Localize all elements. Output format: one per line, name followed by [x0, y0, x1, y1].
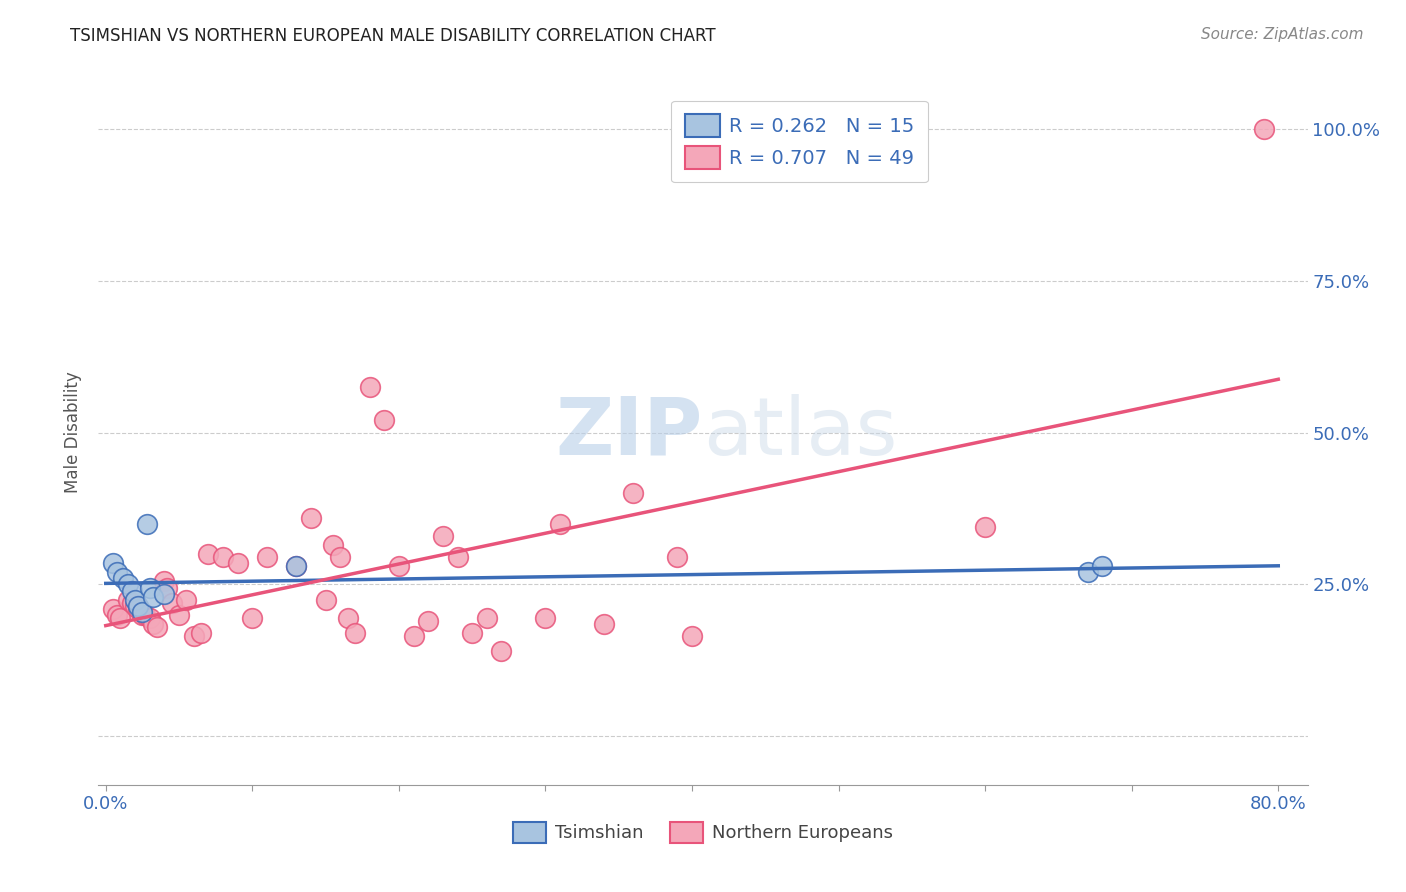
Point	[107, 607, 129, 622]
Point	[256, 550, 278, 565]
Point	[402, 629, 425, 643]
Y-axis label: Male Disability: Male Disability	[65, 372, 83, 493]
Point	[329, 550, 352, 565]
Point	[146, 620, 169, 634]
Point	[153, 586, 176, 600]
Point	[107, 566, 129, 580]
Point	[121, 596, 143, 610]
Point	[475, 611, 498, 625]
Point	[197, 547, 219, 561]
Point	[160, 596, 183, 610]
Point	[240, 611, 263, 625]
Point	[121, 583, 143, 598]
Text: ZIP: ZIP	[555, 393, 703, 472]
Point	[127, 599, 149, 613]
Point	[212, 550, 235, 565]
Point	[226, 556, 249, 570]
Point	[131, 607, 153, 622]
Point	[176, 592, 198, 607]
Point	[167, 607, 190, 622]
Point	[135, 516, 157, 531]
Point	[681, 629, 703, 643]
Point	[138, 611, 160, 625]
Point	[156, 581, 179, 595]
Point	[142, 617, 165, 632]
Point	[322, 538, 344, 552]
Point	[1253, 121, 1275, 136]
Point	[299, 510, 322, 524]
Point	[183, 629, 205, 643]
Point	[138, 581, 160, 595]
Point	[112, 571, 135, 585]
Point	[666, 550, 689, 565]
Point	[101, 556, 124, 570]
Point	[285, 559, 308, 574]
Point	[1077, 566, 1099, 580]
Point	[373, 413, 395, 427]
Point	[336, 611, 359, 625]
Point	[418, 614, 440, 628]
Point	[388, 559, 411, 574]
Point	[446, 550, 468, 565]
Point	[131, 605, 153, 619]
Point	[124, 599, 146, 613]
Text: Source: ZipAtlas.com: Source: ZipAtlas.com	[1201, 27, 1364, 42]
Point	[142, 590, 165, 604]
Point	[153, 574, 176, 589]
Point	[117, 592, 139, 607]
Point	[1091, 559, 1114, 574]
Point	[548, 516, 571, 531]
Point	[124, 592, 146, 607]
Point	[285, 559, 308, 574]
Point	[315, 592, 337, 607]
Point	[359, 380, 381, 394]
Point	[117, 577, 139, 591]
Point	[127, 602, 149, 616]
Point	[461, 626, 484, 640]
Point	[621, 486, 644, 500]
Text: atlas: atlas	[703, 393, 897, 472]
Point	[134, 607, 156, 622]
Point	[101, 602, 124, 616]
Text: TSIMSHIAN VS NORTHERN EUROPEAN MALE DISABILITY CORRELATION CHART: TSIMSHIAN VS NORTHERN EUROPEAN MALE DISA…	[70, 27, 716, 45]
Point	[491, 644, 513, 658]
Point	[190, 626, 212, 640]
Point	[974, 520, 997, 534]
Legend: Tsimshian, Northern Europeans: Tsimshian, Northern Europeans	[502, 811, 904, 854]
Point	[343, 626, 366, 640]
Point	[432, 529, 454, 543]
Point	[534, 611, 557, 625]
Point	[593, 617, 616, 632]
Point	[110, 611, 132, 625]
